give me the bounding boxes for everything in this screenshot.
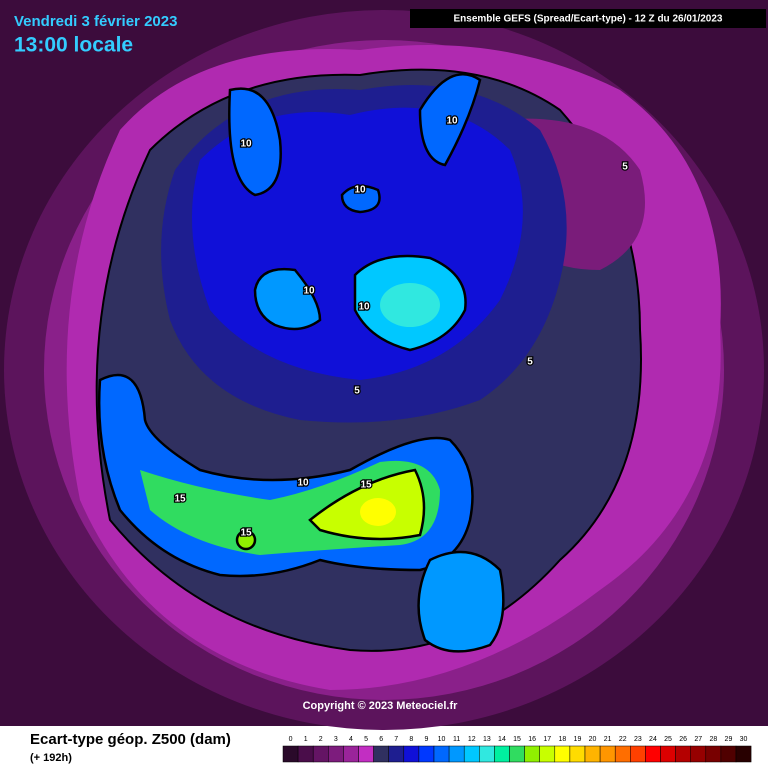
legend-label: 20 xyxy=(589,736,597,743)
contour-label: 10 xyxy=(446,116,458,127)
legend-label: 2 xyxy=(319,736,323,743)
contour-label: 5 xyxy=(527,357,533,368)
header-box xyxy=(410,9,766,28)
legend-label: 26 xyxy=(679,736,687,743)
contour-label: 5 xyxy=(354,386,360,397)
legend-label: 8 xyxy=(409,736,413,743)
color-swatch xyxy=(509,745,525,763)
legend-label: 7 xyxy=(394,736,398,743)
color-swatch xyxy=(463,745,480,763)
legend-label: 10 xyxy=(438,736,446,743)
color-swatch xyxy=(735,745,752,763)
time: 13:00 locale xyxy=(14,34,133,57)
color-swatch xyxy=(403,745,420,763)
color-swatch xyxy=(569,745,586,763)
color-swatch xyxy=(524,745,540,763)
date: Vendredi 3 février 2023 xyxy=(14,13,177,30)
color-swatch xyxy=(312,745,329,763)
legend-label: 5 xyxy=(364,736,368,743)
color-swatch xyxy=(720,745,737,763)
contour-label: 10 xyxy=(240,139,252,150)
color-swatch xyxy=(645,745,661,763)
legend-label: 1 xyxy=(304,736,308,743)
legend-label: 11 xyxy=(453,736,460,743)
contour xyxy=(253,267,322,331)
legend-label: 28 xyxy=(709,736,717,743)
contour-label: 15 xyxy=(360,480,372,491)
legend-label: 30 xyxy=(740,736,748,743)
model-info: Ensemble GEFS (Spread/Ecart-type) - 12 Z… xyxy=(454,14,723,25)
legend-label: 22 xyxy=(619,736,627,743)
legend-label: 13 xyxy=(483,736,491,743)
legend-label: 6 xyxy=(379,736,383,743)
contour-label: 5 xyxy=(622,162,628,173)
color-swatch xyxy=(554,745,571,763)
legend-label: 19 xyxy=(574,736,582,743)
contour-label: 10 xyxy=(354,185,366,196)
color-swatch xyxy=(373,745,389,763)
color-swatch xyxy=(630,745,646,763)
legend-label: 14 xyxy=(498,736,506,743)
color-swatch xyxy=(705,745,722,763)
legend-title: Ecart-type géop. Z500 (dam) xyxy=(30,731,231,748)
color-swatch xyxy=(599,745,616,763)
legend-label: 24 xyxy=(649,736,657,743)
legend-label: 21 xyxy=(604,736,612,743)
color-swatch xyxy=(297,745,314,763)
color-swatch xyxy=(282,745,299,763)
legend-label: 27 xyxy=(694,736,702,743)
contour-label: 10 xyxy=(303,286,315,297)
legend-label: 4 xyxy=(349,736,353,743)
contour-label: 10 xyxy=(358,302,370,313)
color-swatch xyxy=(494,745,510,763)
color-swatch xyxy=(433,745,450,763)
legend-label: 25 xyxy=(664,736,672,743)
legend-label: 15 xyxy=(513,736,521,743)
contour xyxy=(417,550,505,653)
legend-label: 9 xyxy=(424,736,428,743)
legend-label: 29 xyxy=(725,736,733,743)
color-swatch xyxy=(328,745,344,763)
color-swatch xyxy=(690,745,707,763)
color-swatch xyxy=(418,745,435,763)
color-swatch xyxy=(539,745,556,763)
contour xyxy=(418,73,482,167)
legend-label: 12 xyxy=(468,736,476,743)
legend-label: 23 xyxy=(634,736,642,743)
color-swatch xyxy=(479,745,495,763)
color-swatch xyxy=(660,745,676,763)
legend-label: 16 xyxy=(528,736,536,743)
color-swatch xyxy=(388,745,405,763)
color-swatch xyxy=(343,745,359,763)
legend-subtitle: (+ 192h) xyxy=(30,752,72,764)
contour xyxy=(340,184,381,214)
color-swatch xyxy=(614,745,631,763)
spread-area xyxy=(360,498,396,526)
color-swatch xyxy=(584,745,601,763)
legend-label: 3 xyxy=(334,736,338,743)
contour-label: 15 xyxy=(240,528,252,539)
legend-label: 0 xyxy=(289,736,293,743)
contour-label: 15 xyxy=(174,494,186,505)
legend-label: 18 xyxy=(558,736,566,743)
color-swatch xyxy=(358,745,374,763)
copyright: Copyright © 2023 Meteociel.fr xyxy=(303,700,459,712)
contour xyxy=(235,529,257,551)
color-swatch xyxy=(675,745,691,763)
spread-area xyxy=(380,283,440,327)
contour xyxy=(228,87,282,197)
color-swatch xyxy=(448,745,465,763)
contour-label: 10 xyxy=(297,478,309,489)
legend-label: 17 xyxy=(543,736,551,743)
